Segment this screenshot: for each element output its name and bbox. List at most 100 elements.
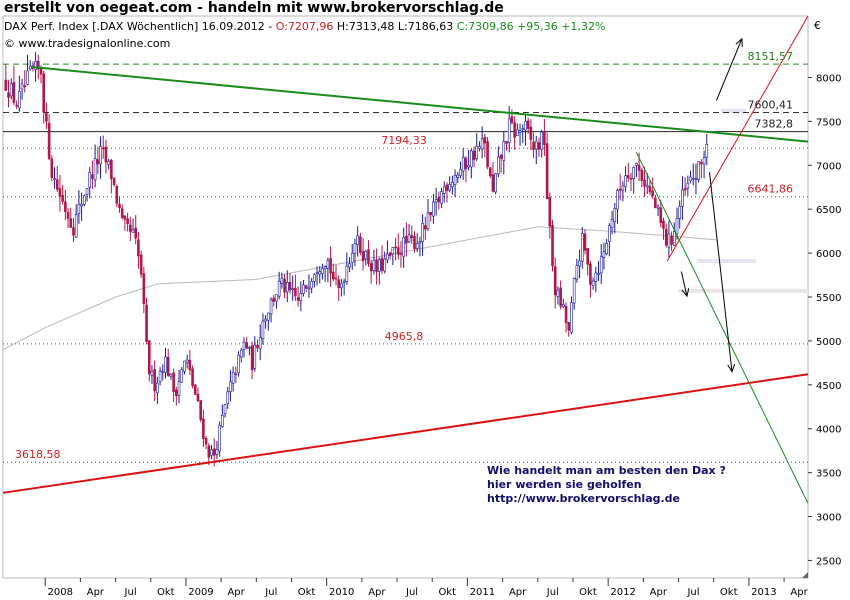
candle-body <box>396 247 400 255</box>
candle-body <box>445 184 449 191</box>
y-tick-label: 8000 <box>816 73 841 84</box>
candle-body <box>529 126 533 140</box>
candle-body <box>169 373 173 378</box>
arrow-head-icon <box>735 37 743 47</box>
candle-body <box>69 218 73 228</box>
zone-band <box>720 108 747 113</box>
candle-body <box>285 281 289 293</box>
candle-body <box>229 381 232 392</box>
candle-body <box>491 174 495 192</box>
candle-body <box>524 121 527 131</box>
open-value: O:7207,96 <box>275 20 334 33</box>
candle-body <box>101 147 105 150</box>
candle-body <box>388 252 392 257</box>
x-tick-label: Jul <box>264 587 277 598</box>
candle-body <box>72 227 75 236</box>
trendline <box>635 151 809 504</box>
candle-body <box>175 389 178 396</box>
x-tick-label: Jul <box>405 587 418 598</box>
candle-body <box>45 112 48 122</box>
candle-body <box>578 260 581 267</box>
candle-body <box>28 65 32 70</box>
candle-body <box>548 196 552 227</box>
arrow-head-icon <box>681 288 690 298</box>
x-tick-label: Jul <box>686 587 699 598</box>
x-tick-label: Apr <box>509 587 527 598</box>
close-value: C:7309,86 +95,36 +1,32% <box>456 20 606 33</box>
candle-body <box>123 215 127 220</box>
candle-body <box>453 175 457 185</box>
candle-body <box>602 251 606 258</box>
candle-body <box>318 271 322 275</box>
candle-body <box>632 167 636 179</box>
candle-body <box>313 274 316 282</box>
candle-body <box>104 146 108 163</box>
candle-body <box>193 384 197 395</box>
candle-body <box>4 79 8 91</box>
note-line-1: Wie handelt man am besten den Dax ? <box>487 464 726 477</box>
candle-body <box>42 73 46 113</box>
candle-body <box>437 197 441 203</box>
candle-body <box>248 346 251 349</box>
x-tick-label: Apr <box>368 587 386 598</box>
candle-body <box>532 141 535 150</box>
x-tick-label: 2010 <box>329 587 354 598</box>
resize-grip-icon <box>802 572 808 578</box>
candle-body <box>599 255 603 274</box>
candle-body <box>572 278 576 304</box>
candle-body <box>694 178 698 180</box>
y-tick-label: 4500 <box>816 381 841 392</box>
candle-body <box>264 318 267 322</box>
candle-body <box>80 203 83 207</box>
candle-body <box>705 144 709 158</box>
candle-body <box>331 271 335 280</box>
candle-body <box>364 250 368 260</box>
zone-band <box>696 258 756 263</box>
candle-body <box>589 263 592 285</box>
candle-body <box>510 116 514 123</box>
candle-body <box>613 208 617 223</box>
candle-body <box>269 299 273 315</box>
candle-body <box>575 265 579 280</box>
x-tick-label: 2008 <box>47 587 72 598</box>
level-label: 6641,86 <box>748 183 794 196</box>
page-title: erstellt von oegeat.com - handeln mit ww… <box>4 0 504 16</box>
candle-body <box>12 81 16 103</box>
x-tick-label: 2012 <box>610 587 635 598</box>
candle-body <box>626 175 630 179</box>
y-tick-label: 7500 <box>816 117 841 128</box>
candle-body <box>83 195 86 205</box>
candle-body <box>562 303 565 308</box>
candle-body <box>643 179 646 187</box>
candle-body <box>597 273 600 275</box>
level-label: 3618,58 <box>15 448 61 461</box>
candle-body <box>640 169 644 181</box>
candle-body <box>545 143 549 199</box>
candle-body <box>156 382 159 394</box>
candle-body <box>115 185 119 204</box>
candle-body <box>567 321 571 331</box>
candle-body <box>516 129 519 137</box>
candle-body <box>488 167 492 177</box>
candle-body <box>256 344 259 349</box>
candle-body <box>112 178 116 185</box>
candle-body <box>472 150 476 160</box>
candle-body <box>667 233 671 248</box>
candle-body <box>429 211 433 216</box>
candle-body <box>74 214 78 238</box>
candle-body <box>36 61 40 70</box>
zone-band <box>678 288 808 293</box>
candle-body <box>675 218 679 235</box>
candle-body <box>369 263 373 272</box>
candle-body <box>126 218 129 225</box>
candle-body <box>686 182 690 189</box>
candle-body <box>461 156 465 172</box>
candle-body <box>442 186 446 194</box>
candle-body <box>294 287 297 297</box>
candle-body <box>137 239 140 257</box>
x-tick-label: Okt <box>579 587 597 598</box>
candle-body <box>147 340 151 375</box>
candle-body <box>421 222 424 242</box>
candle-body <box>299 292 303 302</box>
candle-body <box>277 281 281 297</box>
